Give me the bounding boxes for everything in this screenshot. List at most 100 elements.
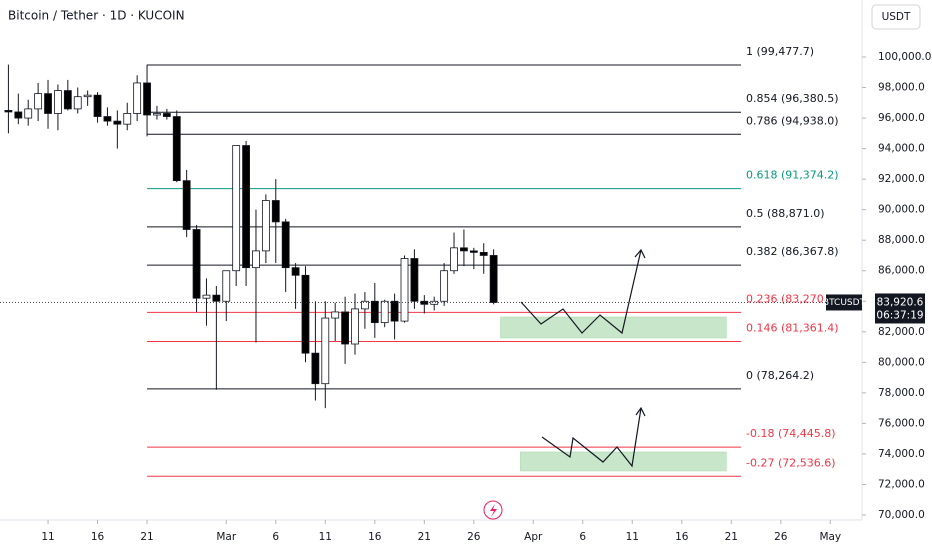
- candle-body: [252, 250, 260, 269]
- y-tick-label: 74,000.0: [878, 448, 925, 460]
- fib-label: 0.854 (96,380.5): [746, 92, 839, 105]
- candle-body: [489, 255, 498, 303]
- y-tick-label: 98,000.0: [878, 82, 925, 94]
- candle-body: [331, 311, 340, 319]
- x-tick-label: 21: [140, 531, 153, 543]
- y-tick-label: 90,000.0: [878, 204, 925, 216]
- y-tick-label: 96,000.0: [878, 112, 925, 124]
- candle-body: [321, 317, 330, 385]
- candle-body: [460, 247, 468, 252]
- candle-body: [341, 311, 349, 345]
- candle-body: [212, 294, 221, 302]
- candle-body: [54, 90, 62, 114]
- x-tick-label: 11: [41, 531, 54, 543]
- candle-body: [311, 352, 320, 385]
- currency[interactable]: USDT: [882, 11, 911, 23]
- x-tick-label: 21: [418, 531, 431, 543]
- target-zone: [520, 451, 727, 472]
- y-tick-label: 76,000.0: [878, 417, 925, 429]
- candle-body: [291, 267, 300, 276]
- fib-label: 0.146 (81,361.4): [746, 322, 839, 335]
- fib-label: 0.786 (94,938.0): [746, 114, 839, 127]
- symbol-tag-bg: [826, 294, 862, 311]
- candle-body: [123, 113, 132, 125]
- currency-button[interactable]: [871, 4, 921, 30]
- countdown: 06:37:19: [876, 309, 923, 321]
- candle-body: [14, 111, 23, 119]
- fib-label: 0.382 (86,367.8): [746, 245, 839, 258]
- symbol-tag: BTCUSDT: [823, 298, 866, 308]
- candle-body: [390, 300, 399, 322]
- fib-label: -0.27 (72,536.6): [746, 456, 836, 469]
- candle-body: [182, 180, 191, 230]
- x-tick-label: 16: [675, 531, 689, 543]
- projection: [541, 407, 642, 468]
- last-price: 83,920.6: [877, 296, 924, 308]
- candle-body: [440, 270, 449, 302]
- y-tick-label: 70,000.0: [878, 509, 925, 521]
- plot: 1 (99,477.7) 0.854 (96,380.5) 0.786 (94,93…: [4, 45, 839, 477]
- y-tick-label: 72,000.0: [878, 478, 925, 490]
- candle-body: [162, 113, 171, 117]
- lightning: [490, 504, 497, 517]
- candle-body: [242, 145, 250, 269]
- projection: [520, 249, 642, 335]
- candle-body: [410, 258, 419, 302]
- x-tick-label: 21: [725, 531, 738, 543]
- candle-body: [351, 308, 359, 345]
- y-tick-label: 80,000.0: [878, 356, 925, 368]
- candle-body: [301, 274, 310, 354]
- fib-label: 1 (99,477.7): [746, 45, 814, 58]
- x-tick-label: 11: [319, 531, 332, 543]
- arrow-head: [634, 248, 646, 259]
- x-tick-label: Apr: [524, 531, 543, 543]
- x-tick-label: 26: [467, 531, 481, 543]
- x-tick-label: 26: [774, 531, 788, 543]
- candle-body: [479, 252, 488, 256]
- candle-body: [271, 200, 280, 223]
- x-tick-label: 11: [626, 531, 639, 543]
- candle-body: [93, 94, 102, 117]
- candle-body: [113, 120, 122, 125]
- chart-title: Bitcoin / Tether · 1D · KUCOIN: [8, 9, 185, 23]
- candle-body: [192, 229, 201, 299]
- candle-body: [103, 116, 112, 122]
- y-tick-label: 92,000.0: [878, 173, 925, 185]
- candle-body: [232, 145, 241, 272]
- candle-body: [400, 258, 409, 322]
- x-tick-label: Mar: [216, 531, 236, 543]
- candle-body: [281, 221, 290, 269]
- target-zone: [500, 316, 727, 339]
- y-tick-label: 78,000.0: [878, 387, 925, 399]
- candle-body: [430, 300, 439, 305]
- candle-body: [153, 113, 161, 116]
- y-tick-label: 88,000.0: [878, 234, 925, 246]
- x-tick-label: 6: [579, 531, 586, 543]
- fib-label: 0.236 (83,270.6): [746, 292, 839, 305]
- x-tick-label: May: [819, 531, 841, 543]
- candle-body: [450, 247, 458, 272]
- x-tick-label: 16: [368, 531, 382, 543]
- last-price-bg: [875, 293, 925, 324]
- fib-label: 0.618 (91,374.2): [746, 169, 839, 182]
- candle-body: [380, 300, 389, 324]
- candle-body: [4, 110, 13, 113]
- candle-body: [261, 200, 270, 252]
- candle-body: [222, 270, 231, 302]
- candle-body: [370, 300, 379, 324]
- candle-body: [34, 93, 43, 110]
- candle-body: [361, 300, 369, 310]
- y-tick-label: 94,000.0: [878, 143, 925, 155]
- candle-body: [133, 82, 142, 114]
- arrow-head: [635, 406, 646, 417]
- candle-body: [469, 250, 478, 253]
- candle-body: [83, 94, 92, 98]
- y-tick-label: 86,000.0: [878, 265, 925, 277]
- candle-body: [202, 294, 211, 299]
- fib-label: 0.5 (88,871.0): [746, 207, 825, 220]
- candle-body: [172, 116, 181, 182]
- candle-body: [63, 90, 72, 110]
- x-tick-label: 16: [91, 531, 105, 543]
- candle-body: [143, 82, 151, 116]
